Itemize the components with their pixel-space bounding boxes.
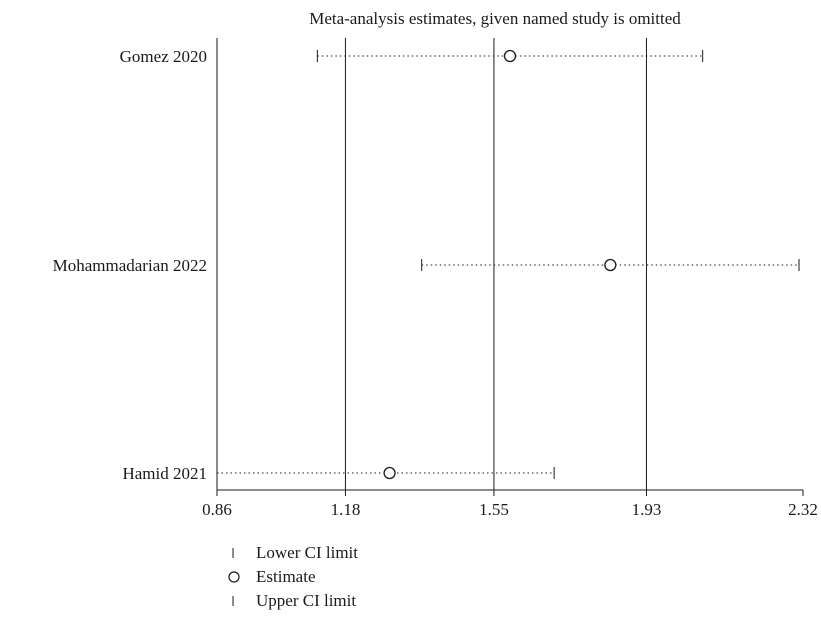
- x-tick-label: 2.32: [788, 500, 818, 519]
- legend-item-estimate: Estimate: [228, 565, 358, 589]
- x-tick-label: 1.93: [632, 500, 662, 519]
- estimate-point: [604, 258, 617, 272]
- chart: Meta-analysis estimates, given named stu…: [53, 9, 818, 519]
- chart-title: Meta-analysis estimates, given named stu…: [309, 9, 681, 28]
- legend-label-lower: Lower CI limit: [256, 543, 358, 562]
- x-tick-label: 1.55: [479, 500, 509, 519]
- x-tick-label: 0.86: [202, 500, 232, 519]
- study-label: Hamid 2021: [122, 464, 207, 483]
- x-tick-label: 1.18: [331, 500, 361, 519]
- legend-item-upper: Upper CI limit: [228, 589, 358, 613]
- circle-marker-icon: [228, 570, 256, 584]
- tick-marker-icon: [228, 546, 256, 560]
- legend: Lower CI limit Estimate Upper CI limit: [228, 541, 358, 613]
- study-label: Gomez 2020: [120, 47, 207, 66]
- legend-item-lower: Lower CI limit: [228, 541, 358, 565]
- estimate-point: [503, 49, 517, 63]
- legend-label-estimate: Estimate: [256, 567, 316, 586]
- study-label: Mohammadarian 2022: [53, 256, 207, 275]
- legend-label-upper: Upper CI limit: [256, 591, 357, 610]
- estimate-point: [383, 466, 396, 480]
- tick-marker-icon: [228, 594, 256, 608]
